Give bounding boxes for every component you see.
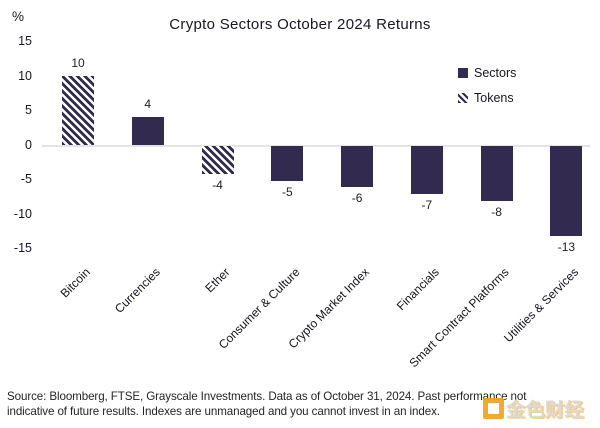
value-label-bitcoin: 10 — [71, 56, 85, 70]
legend: Sectors Tokens — [458, 65, 516, 115]
value-label-ether: -4 — [212, 177, 223, 192]
x-tick-label-utilities-services: Utilities & Services — [501, 265, 582, 346]
y-tick-label-15: 15 — [18, 34, 32, 48]
chart-title: Crypto Sectors October 2024 Returns — [169, 16, 431, 33]
source-note-line-2: indicative of future results. Indexes ar… — [7, 404, 440, 418]
bar-ether — [201, 146, 234, 174]
y-tick-label-5: 5 — [25, 103, 32, 117]
y-tick-label-0: 0 — [25, 137, 32, 152]
jinse-finance-logo-icon — [483, 398, 504, 419]
x-tick-label-ether: Ether — [202, 265, 233, 296]
bar-consumer-culture — [271, 146, 304, 181]
bar-crypto-market-index — [341, 146, 374, 188]
tokens-hatched-swatch-icon — [458, 92, 468, 103]
bar-bitcoin — [62, 76, 94, 145]
y-tick-label--10: -10 — [13, 206, 32, 221]
y-tick-label--5: -5 — [20, 172, 32, 186]
legend-item-sectors: Sectors — [458, 65, 516, 80]
bar-utilities-services — [550, 146, 583, 236]
y-tick-label-10: 10 — [18, 68, 32, 83]
x-tick-label-financials: Financials — [393, 265, 442, 314]
y-axis-unit-label: % — [12, 9, 25, 24]
source-note: Source: Bloomberg, FTSE, Grayscale Inves… — [7, 390, 592, 419]
value-label-smart-contract-platforms: -8 — [491, 205, 502, 220]
value-label-utilities-services: -13 — [557, 239, 576, 254]
jinse-finance-watermark: 金色财经 — [483, 395, 584, 422]
legend-item-tokens: Tokens — [458, 90, 516, 105]
value-label-crypto-market-index: -6 — [351, 191, 363, 206]
bar-currencies — [131, 117, 164, 145]
legend-label-tokens: Tokens — [474, 90, 514, 105]
bar-smart-contract-platforms — [480, 146, 513, 202]
value-label-consumer-culture: -5 — [281, 184, 293, 199]
watermark-text: 金色财经 — [506, 399, 585, 421]
source-note-line-1: Source: Bloomberg, FTSE, Grayscale Inves… — [7, 390, 527, 403]
value-label-currencies: 4 — [144, 97, 152, 112]
bar-financials — [410, 146, 443, 195]
zero-gridline — [42, 145, 590, 147]
x-tick-label-bitcoin: Bitcoin — [57, 265, 93, 301]
x-tick-label-currencies: Currencies — [111, 265, 163, 316]
sectors-solid-swatch-icon — [458, 67, 468, 78]
value-label-financials: -7 — [421, 198, 433, 213]
y-tick-label--15: -15 — [13, 241, 32, 255]
legend-label-sectors: Sectors — [474, 65, 517, 80]
